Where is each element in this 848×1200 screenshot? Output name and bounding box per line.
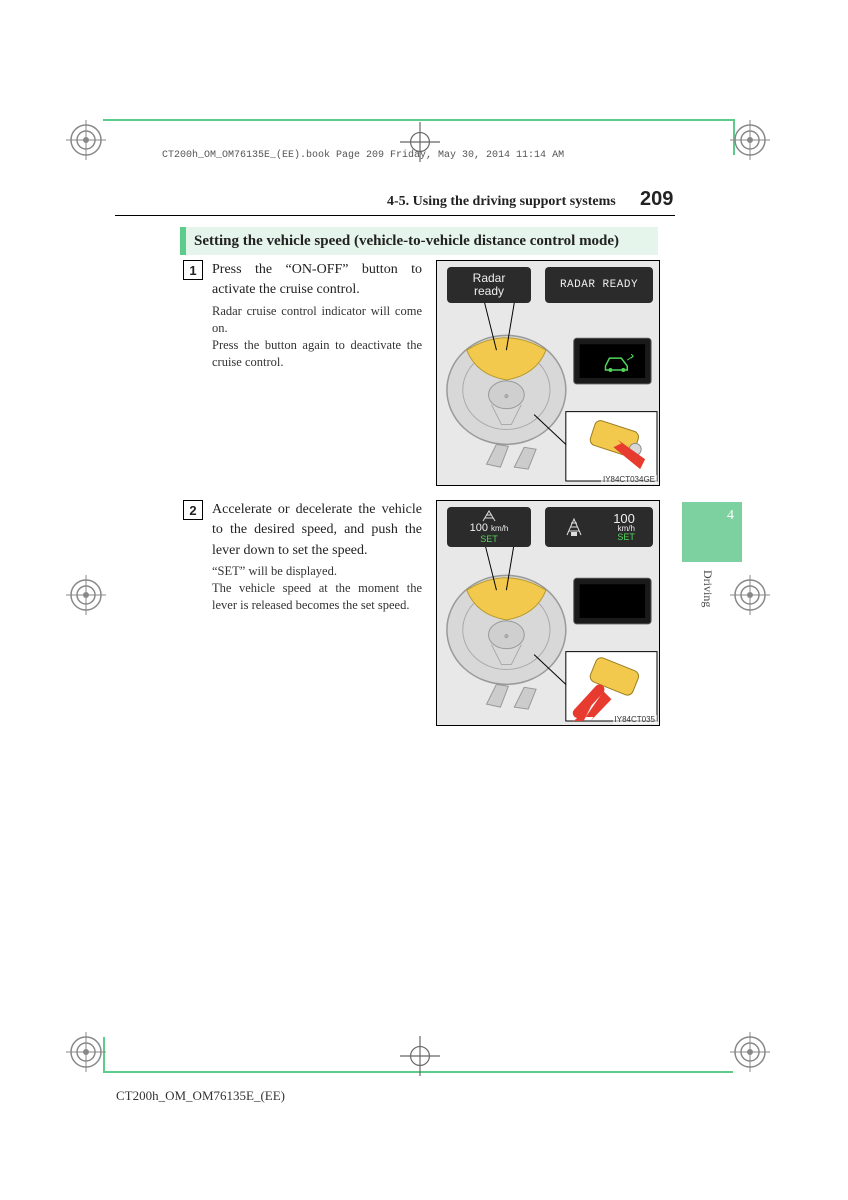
header-divider [115,215,675,216]
section-label: 4-5. Using the driving support systems [387,194,616,210]
set-label-r: SET [617,533,635,542]
section-heading: Setting the vehicle speed (vehicle-to-ve… [180,227,658,255]
step-2-sub1: “SET” will be displayed. [212,563,422,580]
step-1-sub2: Press the button again to deactivate the… [212,337,422,371]
trim-line [103,119,733,121]
step-1-main: Press the “ON-OFF” button to activate th… [212,260,422,301]
step-number-1: 1 [183,260,203,280]
chapter-tab: 4 [682,502,742,562]
speed-unit: km/h [491,524,508,533]
registration-mark [730,120,770,160]
step-number-1-label: 1 [189,263,196,278]
svg-text:⊕: ⊕ [504,394,509,400]
popup-radar-ready-small: Radar ready [447,267,531,303]
illustration-2: ⊕ 100 km/h SET [436,500,660,726]
step-number-2: 2 [183,500,203,520]
step-2-main: Accelerate or decelerate the vehicle to … [212,500,422,561]
popup-speed-right: 100 km/h SET [545,507,653,547]
chapter-number: 4 [719,502,742,530]
crosshair-mark [400,1036,434,1070]
svg-text:⊕: ⊕ [504,634,509,640]
chapter-label: Driving [700,570,715,607]
registration-mark [66,1032,106,1072]
speed-val: 100 [470,522,488,534]
page-number: 209 [640,188,673,211]
registration-mark [66,575,106,615]
manual-page: CT200h_OM_OM76135E_(EE).book Page 209 Fr… [0,0,848,1200]
set-label: SET [480,534,498,544]
registration-mark [66,120,106,160]
book-meta: CT200h_OM_OM76135E_(EE).book Page 209 Fr… [162,150,564,161]
popup-line2: ready [474,285,504,298]
popup-right-text: RADAR READY [560,279,638,291]
step-number-2-label: 2 [189,503,196,518]
popup-speed-left: 100 km/h SET [447,507,531,547]
registration-mark [730,575,770,615]
step-1-sub1: Radar cruise control indicator will come… [212,303,422,337]
illustration-1: ⊕ [436,260,660,486]
popup-radar-ready-large: RADAR READY [545,267,653,303]
illustration-code: IY84CT034GE [601,475,657,484]
step-2-sub2: The vehicle speed at the moment the leve… [212,580,422,614]
illustration-code: IY84CT035 [613,715,657,724]
registration-mark [730,1032,770,1072]
footer-code: CT200h_OM_OM76135E_(EE) [116,1088,285,1104]
section-heading-text: Setting the vehicle speed (vehicle-to-ve… [194,233,619,250]
